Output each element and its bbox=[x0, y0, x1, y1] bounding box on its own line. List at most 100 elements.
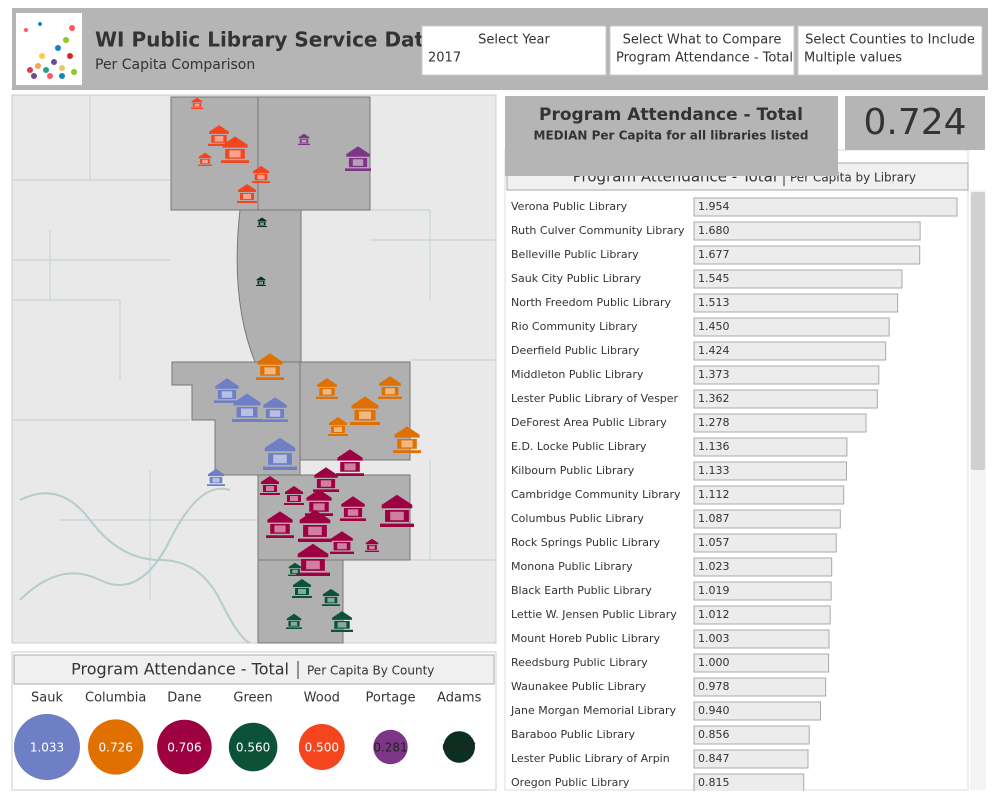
kpi-subtitle: MEDIAN Per Capita for all libraries list… bbox=[534, 129, 809, 143]
county-value-label: 0.281 bbox=[373, 741, 407, 755]
map[interactable] bbox=[11, 94, 497, 644]
bar bbox=[693, 365, 880, 385]
county-value-label: 0.237 bbox=[442, 741, 476, 755]
bar-category-label: Cambridge Community Library bbox=[511, 488, 681, 501]
filter-value[interactable]: Program Attendance - Total bbox=[616, 51, 793, 66]
bar-category-label: Verona Public Library bbox=[511, 200, 628, 213]
county-value-label: 0.706 bbox=[167, 741, 201, 755]
filter[interactable]: Select What to Compare Program Attendanc… bbox=[609, 25, 795, 76]
bar-value-label: 1.278 bbox=[698, 416, 730, 429]
filter-label: Select Counties to Include bbox=[805, 33, 975, 48]
logo bbox=[16, 13, 82, 85]
bar bbox=[693, 653, 830, 673]
bar-value-label: 1.057 bbox=[698, 536, 730, 549]
kpi-value: 0.724 bbox=[863, 102, 966, 143]
county-bubble bbox=[228, 722, 278, 772]
bar-value-label: 1.012 bbox=[698, 608, 730, 621]
bar bbox=[693, 413, 867, 433]
bar-value-label: 1.677 bbox=[698, 248, 730, 261]
filter[interactable]: Select Year 2017 bbox=[421, 25, 607, 76]
bar bbox=[693, 581, 832, 601]
bar-category-label: Black Earth Public Library bbox=[511, 584, 652, 597]
county-bubble bbox=[88, 719, 144, 775]
bar-category-label: Monona Public Library bbox=[511, 560, 633, 573]
bar-category-label: North Freedom Public Library bbox=[511, 296, 672, 309]
bar-value-label: 1.019 bbox=[698, 584, 730, 597]
filter-box[interactable] bbox=[797, 25, 983, 76]
bar-category-label: Lester Public Library of Vesper bbox=[511, 392, 679, 405]
county-label: Sauk bbox=[31, 691, 63, 706]
bar-value-label: 1.003 bbox=[698, 632, 730, 645]
county-panel-header bbox=[13, 654, 495, 685]
bar bbox=[693, 485, 845, 505]
bar bbox=[693, 509, 841, 529]
bar bbox=[693, 629, 830, 649]
bar bbox=[693, 773, 805, 791]
bar bbox=[693, 221, 921, 241]
bar-value-label: 1.133 bbox=[698, 464, 730, 477]
bar-value-label: 1.513 bbox=[698, 296, 730, 309]
scrollbar-thumb[interactable] bbox=[971, 192, 985, 470]
bar bbox=[693, 557, 833, 577]
county-value-label: 0.560 bbox=[236, 741, 270, 755]
dashboard-title: WI Public Library Service Data bbox=[95, 28, 438, 52]
bar-category-label: Sauk City Public Library bbox=[511, 272, 642, 285]
bar-category-label: Reedsburg Public Library bbox=[511, 656, 648, 669]
filter-box[interactable] bbox=[421, 25, 607, 76]
bar-value-label: 1.424 bbox=[698, 344, 730, 357]
bar-value-label: 1.450 bbox=[698, 320, 730, 333]
bar-value-label: 1.136 bbox=[698, 440, 730, 453]
bar-category-label: Oregon Public Library bbox=[511, 776, 630, 789]
county-label: Green bbox=[233, 691, 272, 706]
bar-value-label: 0.940 bbox=[698, 704, 730, 717]
bar-category-label: Kilbourn Public Library bbox=[511, 464, 635, 477]
county-bubble bbox=[373, 729, 408, 765]
bar-category-label: E.D. Locke Public Library bbox=[511, 440, 647, 453]
bar bbox=[693, 437, 848, 457]
bar-category-label: Baraboo Public Library bbox=[511, 728, 635, 741]
bar bbox=[693, 293, 899, 313]
bar bbox=[693, 245, 921, 265]
bar-value-label: 1.954 bbox=[698, 200, 730, 213]
bar-value-label: 1.680 bbox=[698, 224, 730, 237]
chart-subtitle: Per Capita By County bbox=[307, 664, 434, 678]
bar bbox=[693, 341, 887, 361]
bar-category-label: Waunakee Public Library bbox=[511, 680, 647, 693]
bar-category-label: Middleton Public Library bbox=[511, 368, 644, 381]
county-label: Dane bbox=[167, 691, 201, 706]
bar bbox=[693, 389, 878, 409]
bar-category-label: DeForest Area Public Library bbox=[511, 416, 667, 429]
filter-value[interactable]: 2017 bbox=[428, 51, 461, 66]
bar-value-label: 0.856 bbox=[698, 728, 730, 741]
county-bubble bbox=[14, 714, 80, 780]
bar bbox=[693, 677, 827, 697]
bar-category-label: Rio Community Library bbox=[511, 320, 638, 333]
bar-category-label: Lester Public Library of Arpin bbox=[511, 752, 670, 765]
bar-category-label: Rock Springs Public Library bbox=[511, 536, 661, 549]
filter-label: Select Year bbox=[478, 33, 550, 48]
kpi-value-box bbox=[845, 96, 985, 150]
bar-value-label: 1.362 bbox=[698, 392, 730, 405]
filter-box[interactable] bbox=[609, 25, 795, 76]
county-label: Wood bbox=[304, 691, 340, 706]
bar bbox=[693, 317, 890, 337]
county-bubble bbox=[298, 724, 345, 770]
county-bubble bbox=[443, 731, 476, 763]
bar-value-label: 1.087 bbox=[698, 512, 730, 525]
bar-category-label: Deerfield Public Library bbox=[511, 344, 640, 357]
county-bubble bbox=[157, 719, 212, 775]
bar bbox=[693, 701, 822, 721]
bar bbox=[693, 461, 847, 481]
county-value-label: 0.500 bbox=[305, 741, 339, 755]
bar-category-label: Ruth Culver Community Library bbox=[511, 224, 685, 237]
bar-category-label: Mount Horeb Public Library bbox=[511, 632, 661, 645]
kpi-box bbox=[505, 96, 838, 176]
bar bbox=[693, 725, 810, 745]
bar-value-label: 1.545 bbox=[698, 272, 730, 285]
bar bbox=[693, 605, 831, 625]
filter-value[interactable]: Multiple values bbox=[804, 51, 902, 66]
bar-value-label: 0.847 bbox=[698, 752, 730, 765]
filter[interactable]: Select Counties to Include Multiple valu… bbox=[797, 25, 983, 76]
